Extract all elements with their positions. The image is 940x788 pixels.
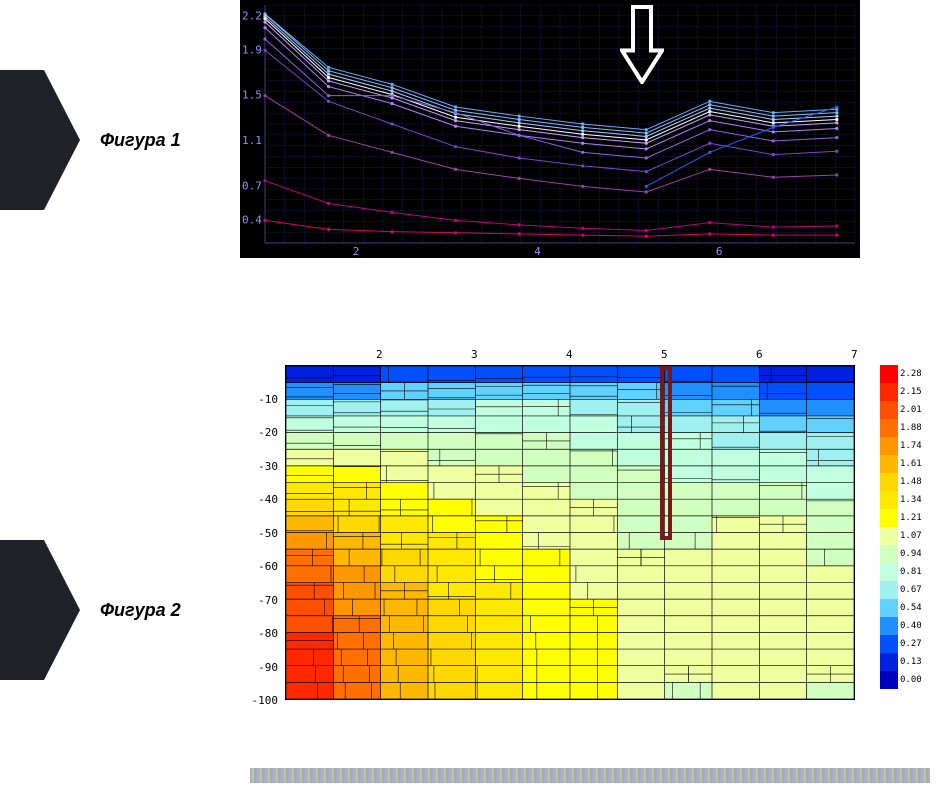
down-arrow-icon (620, 5, 664, 89)
dark-arrow-shape (0, 540, 80, 680)
noise-band (250, 768, 930, 783)
fig2-y-axis: -10-20-30-40-50-60-70-80-90-100 (250, 365, 280, 700)
fig2-label-arrow: Фигура 2 (0, 540, 181, 680)
fig1-label-arrow: Фигура 1 (0, 70, 181, 210)
fig1-svg: 0.4 0.7 1.1 1.5 1.9 2.2 2 4 6 (240, 0, 860, 258)
svg-text:6: 6 (716, 245, 723, 258)
fig1-label: Фигура 1 (100, 130, 181, 151)
svg-text:2: 2 (353, 245, 360, 258)
fig2-chart: 234567 -10-20-30-40-50-60-70-80-90-100 2… (250, 350, 930, 725)
svg-text:1.5: 1.5 (242, 89, 262, 102)
svg-text:2.2: 2.2 (242, 9, 262, 22)
fig2-label: Фигура 2 (100, 600, 181, 621)
svg-text:0.7: 0.7 (242, 179, 262, 192)
fig2-x-axis: 234567 (285, 348, 870, 363)
dark-arrow-shape (0, 70, 80, 210)
svg-text:4: 4 (534, 245, 541, 258)
svg-text:0.4: 0.4 (242, 213, 262, 226)
anomaly-indicator (660, 366, 671, 540)
fig1-chart: 0.4 0.7 1.1 1.5 1.9 2.2 2 4 6 (240, 0, 860, 258)
fig2-svg (286, 366, 854, 699)
svg-text:1.1: 1.1 (242, 134, 262, 147)
fig2-plot-area (285, 365, 855, 700)
fig2-legend: 2.282.152.011.881.741.611.481.341.211.07… (880, 365, 930, 689)
svg-text:1.9: 1.9 (242, 43, 262, 56)
